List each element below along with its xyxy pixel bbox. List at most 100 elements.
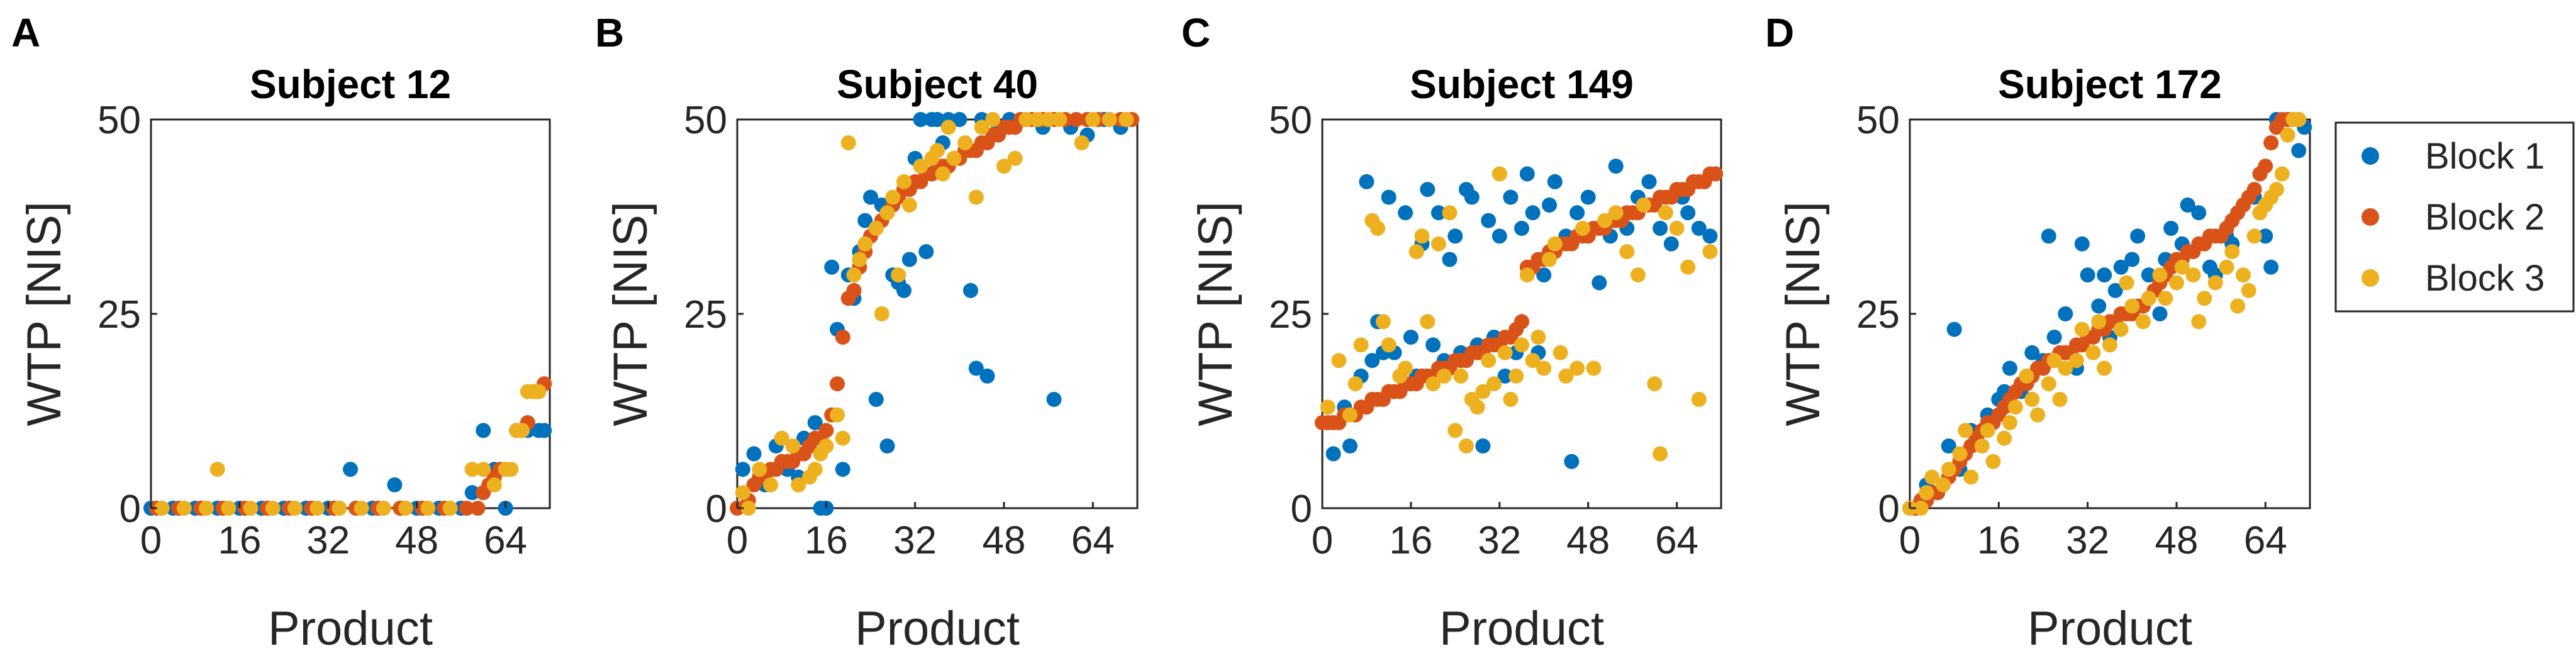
- point-block-3: [1952, 446, 1968, 462]
- point-block-1: [1702, 228, 1718, 244]
- point-block-3: [2007, 399, 2023, 415]
- y-tick-label: 25: [684, 293, 727, 336]
- y-tick-label: 25: [1269, 293, 1312, 336]
- ticks-d: 0 16 32 48 64 0 25 50: [1856, 99, 2287, 562]
- point-block-3: [354, 501, 369, 516]
- point-block-3: [2030, 407, 2046, 423]
- plot-area-a: [150, 118, 551, 509]
- point-block-3: [2174, 259, 2190, 275]
- point-block-3: [2236, 267, 2251, 283]
- point-block-3: [1553, 345, 1568, 360]
- x-tick-label: 0: [1312, 519, 1333, 562]
- y-axis-label-b: WTP [NIS]: [604, 201, 657, 426]
- point-block-1: [963, 282, 978, 298]
- point-block-3: [1608, 205, 1624, 221]
- point-block-3: [243, 501, 259, 516]
- point-block-3: [818, 438, 834, 454]
- point-block-1: [2002, 360, 2017, 376]
- y-tick-label: 25: [98, 293, 141, 336]
- point-block-1: [1046, 392, 1062, 407]
- point-block-3: [2113, 321, 2129, 337]
- x-tick-label: 64: [2244, 519, 2287, 562]
- legend-label-block-3: Block 3: [2425, 258, 2545, 299]
- point-block-3: [1492, 166, 1507, 182]
- point-block-3: [1702, 244, 1718, 260]
- point-block-3: [1453, 368, 1469, 384]
- point-block-3: [154, 501, 170, 516]
- x-tick-label: 16: [218, 519, 261, 562]
- point-block-3: [996, 158, 1012, 174]
- point-block-3: [1570, 360, 1585, 376]
- x-tick-label: 0: [727, 519, 748, 562]
- point-block-3: [1997, 430, 2012, 446]
- point-block-3: [486, 477, 502, 492]
- point-block-3: [935, 166, 951, 182]
- point-block-3: [221, 501, 237, 516]
- point-block-1: [2091, 298, 2107, 314]
- legend-marker-block-3: [2361, 269, 2379, 287]
- x-tick-label: 48: [2155, 519, 2199, 562]
- point-block-1: [2191, 205, 2207, 221]
- ticks-a: 0 16 32 48 64 0 25 50: [98, 99, 527, 562]
- point-block-3: [398, 501, 414, 516]
- point-block-3: [1331, 353, 1347, 369]
- point-block-3: [1963, 469, 1979, 485]
- point-block-1: [1359, 174, 1374, 189]
- point-block-3: [1469, 399, 1485, 415]
- point-block-3: [1320, 399, 1335, 415]
- point-block-3: [1342, 407, 1358, 423]
- point-block-1: [2080, 267, 2095, 283]
- point-block-3: [901, 197, 917, 213]
- point-block-1: [2107, 282, 2123, 298]
- point-block-3: [1414, 228, 1430, 244]
- panel-b: B Subject 40 0 16 32 48 64 0 25 50 Product WTP …: [595, 10, 1140, 655]
- point-block-3: [1007, 150, 1023, 166]
- point-block-1: [1542, 197, 1557, 213]
- point-block-1: [2152, 306, 2168, 321]
- point-block-1: [2263, 259, 2279, 275]
- legend-marker-block-1: [2361, 147, 2379, 165]
- point-block-3: [2246, 228, 2262, 244]
- point-block-3: [1547, 236, 1563, 252]
- legend: Block 1 Block 2 Block 3: [2334, 121, 2575, 313]
- point-block-3: [1519, 267, 1535, 283]
- point-block-3: [476, 462, 491, 477]
- point-block-1: [343, 462, 358, 477]
- point-block-2: [2258, 158, 2273, 174]
- panel-title-c: Subject 149: [1410, 62, 1634, 107]
- x-axis-label-d: Product: [2027, 602, 2192, 655]
- point-block-3: [946, 150, 962, 166]
- x-tick-label: 32: [2066, 519, 2109, 562]
- point-block-3: [740, 501, 756, 516]
- point-block-3: [896, 174, 912, 189]
- y-tick-label: 0: [120, 487, 141, 531]
- y-tick-label: 0: [1878, 487, 1900, 531]
- point-block-1: [952, 112, 967, 127]
- point-block-1: [1536, 267, 1552, 283]
- point-block-3: [1636, 197, 1651, 213]
- point-block-1: [2074, 236, 2090, 252]
- legend-label-block-1: Block 1: [2425, 136, 2545, 177]
- x-axis-label-c: Product: [1439, 602, 1604, 655]
- panel-title-d: Subject 172: [1998, 62, 2222, 107]
- point-block-3: [2152, 267, 2168, 283]
- point-block-3: [785, 438, 801, 454]
- point-block-3: [1531, 330, 1546, 345]
- point-block-2: [1708, 166, 1724, 182]
- point-block-1: [1430, 205, 1446, 221]
- point-block-1: [2124, 252, 2140, 267]
- point-block-1: [1680, 205, 1696, 221]
- point-block-2: [1068, 112, 1084, 127]
- point-block-3: [1653, 446, 1668, 462]
- point-block-3: [1085, 112, 1101, 127]
- point-block-2: [818, 423, 834, 438]
- data-points-a: [143, 376, 552, 516]
- point-block-3: [874, 306, 889, 321]
- point-block-3: [1941, 462, 1956, 477]
- panel-title-b: Subject 40: [837, 62, 1038, 107]
- panel-c: C Subject 149 0 16 32 48 64 0 25 50 Product WTP…: [1181, 10, 1724, 655]
- point-block-1: [1608, 158, 1624, 174]
- point-block-3: [2085, 345, 2101, 360]
- point-block-3: [930, 143, 945, 158]
- point-block-3: [1370, 221, 1386, 236]
